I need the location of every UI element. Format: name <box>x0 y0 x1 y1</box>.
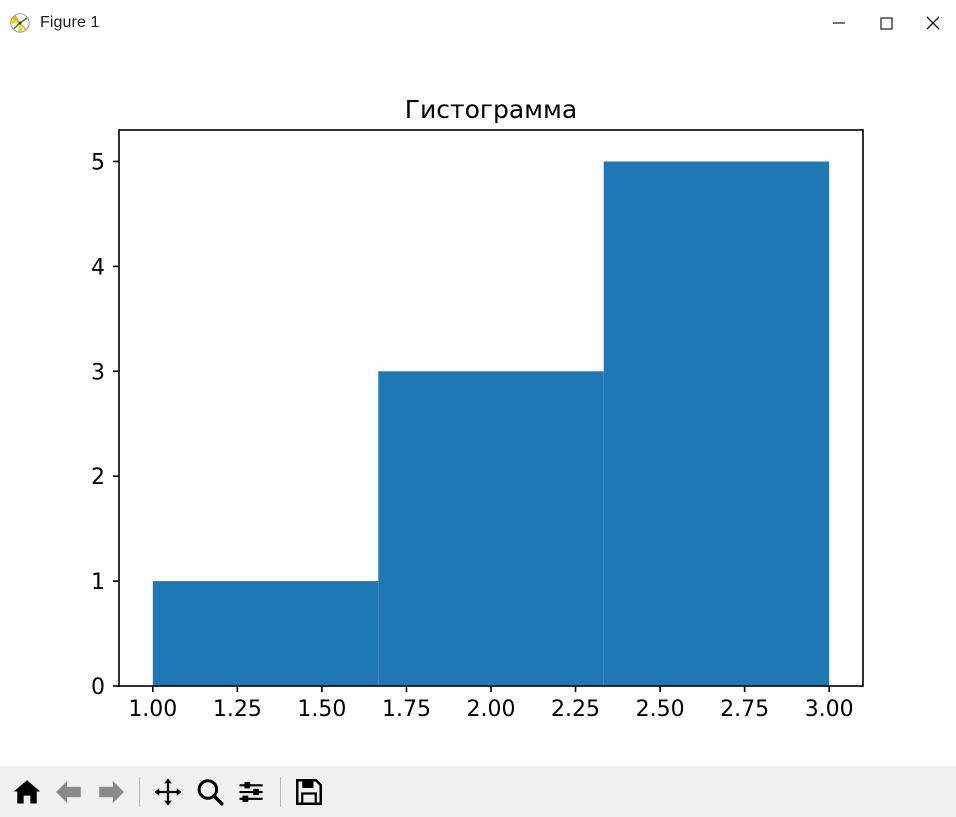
y-axis-ticks: 0 1 2 3 4 5 <box>91 150 119 700</box>
forward-arrow-icon <box>99 780 124 803</box>
zoom-button[interactable] <box>189 770 231 814</box>
plot-title: Гистограмма <box>405 95 577 124</box>
configure-subplots-sliders-icon <box>239 781 263 802</box>
pan-button[interactable] <box>147 770 189 814</box>
forward-button[interactable] <box>90 770 132 814</box>
window-titlebar: Figure 1 <box>0 0 956 46</box>
maximize-button[interactable] <box>862 0 909 46</box>
toolbar-separator-2 <box>280 776 281 807</box>
window-title: Figure 1 <box>40 14 100 31</box>
histogram-plot: 1.00 1.25 1.50 1.75 2.00 2.25 2.50 2.75 3.00 0 1 2… <box>0 46 956 766</box>
minimize-icon <box>832 22 845 24</box>
x-tick-label: 2.00 <box>467 697 516 722</box>
home-button[interactable] <box>6 770 48 814</box>
minimize-button[interactable] <box>815 0 862 46</box>
y-tick-label: 2 <box>91 465 105 490</box>
navigation-toolbar <box>0 766 956 817</box>
histogram-bar <box>378 371 604 686</box>
close-icon <box>926 16 939 30</box>
back-button[interactable] <box>48 770 90 814</box>
titlebar-left-group: Figure 1 <box>0 12 100 34</box>
x-tick-label: 1.50 <box>297 697 346 722</box>
y-tick-label: 3 <box>91 360 105 385</box>
y-tick-label: 0 <box>91 675 105 700</box>
y-tick-label: 1 <box>91 570 105 595</box>
window-controls <box>815 0 956 46</box>
configure-subplots-button[interactable] <box>231 770 273 814</box>
pan-move-icon <box>154 778 182 805</box>
x-tick-label: 1.25 <box>213 697 262 722</box>
histogram-bar <box>603 161 830 687</box>
save-floppy-icon <box>296 778 322 805</box>
histogram-bar <box>152 581 379 686</box>
x-tick-label: 3.00 <box>805 697 854 722</box>
x-tick-label: 1.75 <box>382 697 431 722</box>
y-tick-label: 4 <box>91 255 105 280</box>
home-icon <box>13 779 41 803</box>
maximize-icon <box>879 17 893 30</box>
y-tick-label: 5 <box>91 150 105 175</box>
x-tick-label: 2.25 <box>551 697 600 722</box>
x-axis-ticks: 1.00 1.25 1.50 1.75 2.00 2.25 2.50 2.75 3.00 <box>128 686 854 722</box>
save-button[interactable] <box>288 770 330 814</box>
x-tick-label: 2.75 <box>720 697 769 722</box>
zoom-magnifier-icon <box>197 778 224 805</box>
close-button[interactable] <box>909 0 956 46</box>
toolbar-separator-1 <box>139 776 140 807</box>
matplotlib-icon <box>9 12 31 34</box>
figure-canvas[interactable]: 1.00 1.25 1.50 1.75 2.00 2.25 2.50 2.75 3.00 0 1 2… <box>0 46 956 766</box>
histogram-bars <box>152 161 830 687</box>
x-tick-label: 2.50 <box>636 697 685 722</box>
back-arrow-icon <box>56 780 81 803</box>
x-tick-label: 1.00 <box>128 697 177 722</box>
